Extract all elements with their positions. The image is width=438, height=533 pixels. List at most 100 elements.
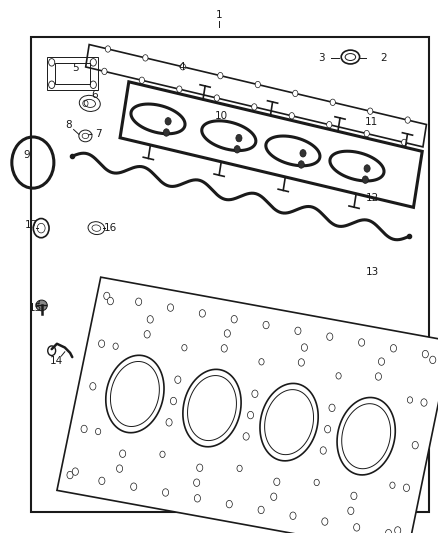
Circle shape <box>72 468 78 475</box>
Polygon shape <box>86 45 427 147</box>
Circle shape <box>263 321 269 329</box>
Circle shape <box>298 161 304 168</box>
Circle shape <box>320 447 326 454</box>
Ellipse shape <box>36 300 47 311</box>
Circle shape <box>107 297 113 305</box>
Circle shape <box>325 425 331 433</box>
Circle shape <box>353 523 360 531</box>
Circle shape <box>90 383 96 390</box>
Circle shape <box>102 68 107 75</box>
Polygon shape <box>265 390 314 455</box>
Circle shape <box>136 298 142 305</box>
Circle shape <box>364 131 369 137</box>
Circle shape <box>177 86 182 92</box>
Circle shape <box>300 150 306 157</box>
Circle shape <box>199 310 205 317</box>
Circle shape <box>194 479 200 487</box>
Bar <box>55 63 90 84</box>
Circle shape <box>95 429 101 435</box>
Polygon shape <box>342 403 391 469</box>
Circle shape <box>301 344 307 351</box>
Circle shape <box>147 316 153 323</box>
Circle shape <box>170 397 177 405</box>
Circle shape <box>120 450 126 457</box>
Polygon shape <box>337 398 395 475</box>
Text: 12: 12 <box>366 193 379 203</box>
Circle shape <box>298 359 304 366</box>
Circle shape <box>143 55 148 61</box>
Circle shape <box>364 165 370 172</box>
Text: 11: 11 <box>365 117 378 126</box>
Text: 4: 4 <box>178 62 185 71</box>
Circle shape <box>378 358 385 365</box>
Circle shape <box>197 464 203 472</box>
Circle shape <box>67 471 73 479</box>
Circle shape <box>327 333 333 341</box>
Circle shape <box>314 479 319 486</box>
Circle shape <box>104 292 110 300</box>
Circle shape <box>117 465 123 472</box>
Polygon shape <box>110 361 159 426</box>
Circle shape <box>348 507 354 514</box>
Circle shape <box>351 492 357 499</box>
Text: 8: 8 <box>65 120 72 130</box>
Circle shape <box>289 112 294 119</box>
Bar <box>47 57 98 90</box>
Circle shape <box>224 330 230 337</box>
Circle shape <box>226 500 232 508</box>
Text: 6: 6 <box>91 90 98 100</box>
Circle shape <box>405 117 410 123</box>
Circle shape <box>237 465 242 472</box>
Circle shape <box>293 90 298 96</box>
Circle shape <box>375 373 381 380</box>
Polygon shape <box>260 383 318 461</box>
Circle shape <box>430 356 436 364</box>
Polygon shape <box>183 369 241 447</box>
Circle shape <box>182 344 187 351</box>
Circle shape <box>139 77 145 84</box>
Circle shape <box>162 489 169 496</box>
Circle shape <box>395 527 401 533</box>
Circle shape <box>359 339 365 346</box>
Circle shape <box>180 63 185 70</box>
Circle shape <box>412 441 418 449</box>
Circle shape <box>255 82 261 88</box>
Circle shape <box>105 46 110 52</box>
Polygon shape <box>131 104 185 134</box>
Circle shape <box>421 399 427 406</box>
Ellipse shape <box>345 54 356 60</box>
Circle shape <box>252 390 258 398</box>
Polygon shape <box>187 376 237 441</box>
Circle shape <box>194 495 201 502</box>
Circle shape <box>329 404 335 411</box>
Circle shape <box>390 344 396 352</box>
Text: 7: 7 <box>95 130 102 139</box>
Polygon shape <box>106 356 164 433</box>
Circle shape <box>274 478 280 486</box>
Circle shape <box>252 104 257 110</box>
Circle shape <box>166 418 172 426</box>
Circle shape <box>422 350 428 358</box>
Circle shape <box>295 327 301 335</box>
Circle shape <box>113 343 118 350</box>
Circle shape <box>221 345 227 352</box>
Polygon shape <box>57 277 438 533</box>
Circle shape <box>367 108 373 115</box>
Polygon shape <box>330 151 384 181</box>
Text: 16: 16 <box>104 223 117 233</box>
Circle shape <box>362 176 368 183</box>
Circle shape <box>322 518 328 526</box>
Circle shape <box>330 99 336 106</box>
Circle shape <box>160 451 165 457</box>
Circle shape <box>163 129 170 136</box>
Circle shape <box>81 425 87 433</box>
Circle shape <box>271 493 277 500</box>
Text: 1: 1 <box>215 10 223 20</box>
Circle shape <box>336 373 341 379</box>
Circle shape <box>290 512 296 520</box>
Circle shape <box>259 359 264 365</box>
Text: 9: 9 <box>23 150 30 159</box>
Ellipse shape <box>92 225 101 231</box>
Circle shape <box>403 484 410 491</box>
Ellipse shape <box>144 60 211 89</box>
